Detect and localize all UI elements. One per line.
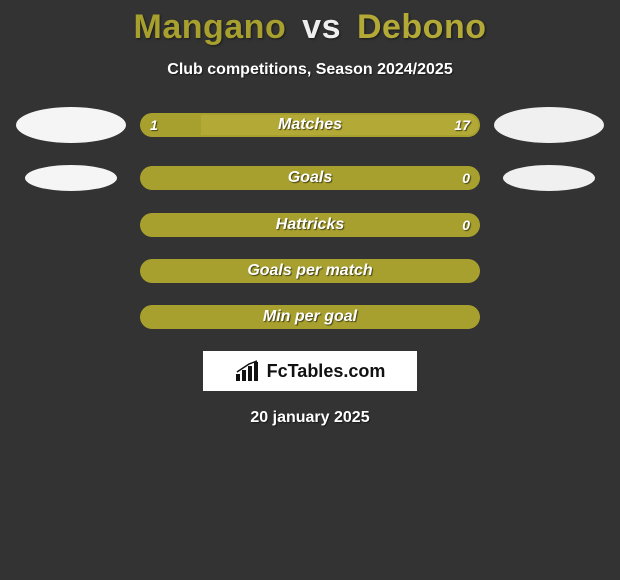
stat-rows: Matches 1 17 Goals 0 Hattricks 0 Goals per matc… [0,107,620,329]
stat-row: Hattricks 0 [0,213,620,237]
team-logo-right [503,165,595,191]
team-logo-left [25,165,117,191]
stat-row: Goals 0 [0,165,620,191]
brand-text: FcTables.com [267,361,386,382]
title-player1: Mangano [134,8,287,46]
team-logo-left [16,107,126,143]
stat-label: Hattricks [276,216,344,234]
stat-label: Matches [278,116,342,134]
stat-bar: Goals 0 [140,166,480,190]
brand-badge: FcTables.com [203,351,417,391]
date-line: 20 january 2025 [0,409,620,427]
stat-row: Goals per match [0,259,620,283]
stat-bar: Goals per match [140,259,480,283]
page-title: Mangano vs Debono [0,8,620,47]
stat-label: Min per goal [263,308,357,326]
title-player2: Debono [357,8,487,46]
stat-bar: Hattricks 0 [140,213,480,237]
stat-value-left: 1 [150,117,158,133]
title-vs: vs [302,8,341,46]
stat-value-right: 0 [462,170,470,186]
stat-label: Goals per match [247,262,372,280]
stat-row: Matches 1 17 [0,107,620,143]
stat-value-right: 0 [462,217,470,233]
chart-icon [235,360,261,382]
stat-bar: Matches 1 17 [140,113,480,137]
stat-row: Min per goal [0,305,620,329]
team-logo-right [494,107,604,143]
infographic-container: Mangano vs Debono Club competitions, Sea… [0,0,620,427]
stat-bar: Min per goal [140,305,480,329]
stat-value-right: 17 [454,117,470,133]
stat-label: Goals [288,169,332,187]
subtitle: Club competitions, Season 2024/2025 [0,61,620,79]
